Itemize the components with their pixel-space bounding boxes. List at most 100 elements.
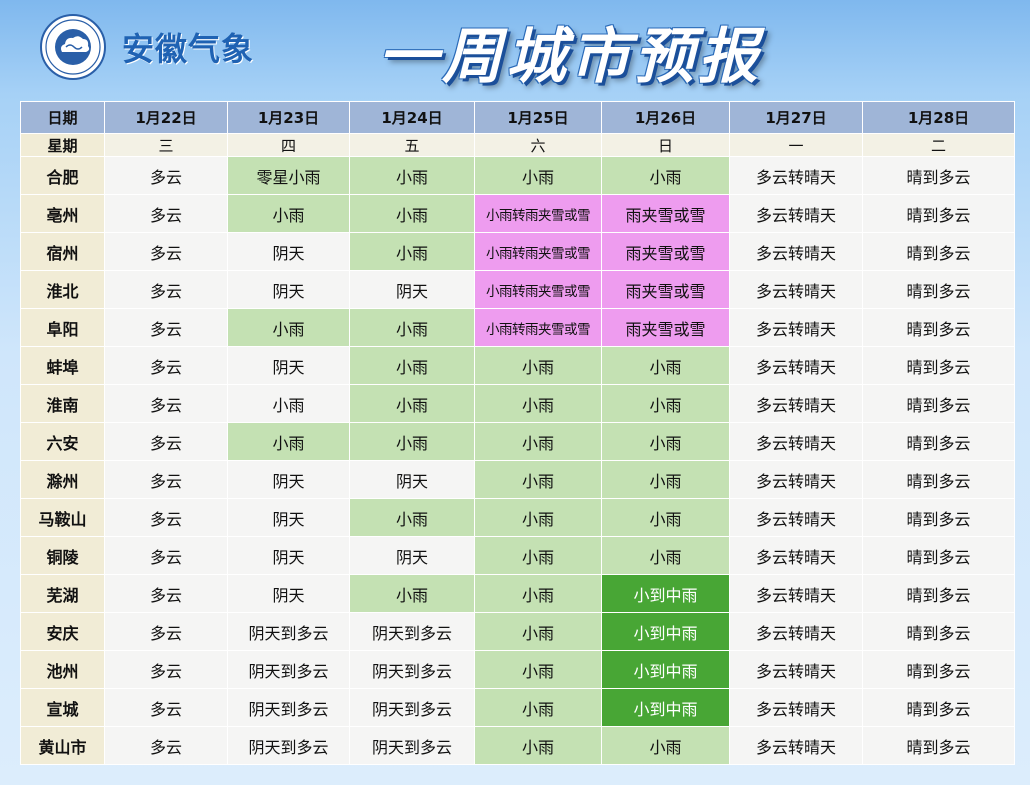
city-name: 黄山市 bbox=[20, 726, 105, 765]
forecast-cell: 小雨转雨夹雪或雪 bbox=[474, 194, 602, 233]
city-name: 铜陵 bbox=[20, 536, 105, 575]
forecast-cell: 小雨 bbox=[601, 460, 730, 499]
forecast-cell: 小雨 bbox=[474, 498, 602, 537]
forecast-cell: 多云转晴天 bbox=[729, 308, 863, 347]
page-title: 一周城市预报 bbox=[378, 22, 762, 92]
city-name: 马鞍山 bbox=[20, 498, 105, 537]
forecast-cell: 小到中雨 bbox=[601, 650, 730, 689]
forecast-cell: 晴到多云 bbox=[862, 194, 1015, 233]
forecast-cell: 多云 bbox=[104, 270, 228, 309]
date-cell: 1月25日 bbox=[474, 101, 602, 134]
forecast-cell: 阴天 bbox=[227, 232, 350, 271]
forecast-cell: 多云转晴天 bbox=[729, 688, 863, 727]
forecast-cell: 多云转晴天 bbox=[729, 232, 863, 271]
forecast-cell: 多云 bbox=[104, 650, 228, 689]
forecast-cell: 小雨 bbox=[601, 498, 730, 537]
forecast-cell: 多云 bbox=[104, 422, 228, 461]
forecast-cell: 晴到多云 bbox=[862, 574, 1015, 613]
forecast-cell: 小雨 bbox=[349, 194, 475, 233]
forecast-cell: 小雨 bbox=[349, 384, 475, 423]
forecast-cell: 小雨 bbox=[474, 612, 602, 651]
date-cell: 1月24日 bbox=[349, 101, 475, 134]
city-name: 滁州 bbox=[20, 460, 105, 499]
forecast-cell: 小雨 bbox=[349, 308, 475, 347]
forecast-cell: 晴到多云 bbox=[862, 156, 1015, 195]
weekday-cell: 三 bbox=[104, 133, 228, 157]
forecast-cell: 多云转晴天 bbox=[729, 156, 863, 195]
forecast-cell: 小雨 bbox=[601, 726, 730, 765]
forecast-cell: 阴天到多云 bbox=[349, 612, 475, 651]
forecast-cell: 晴到多云 bbox=[862, 498, 1015, 537]
forecast-cell: 晴到多云 bbox=[862, 346, 1015, 385]
weekday-label: 星期 bbox=[20, 133, 105, 157]
forecast-cell: 阴天 bbox=[349, 270, 475, 309]
forecast-cell: 小雨 bbox=[227, 384, 350, 423]
forecast-cell: 小雨 bbox=[227, 422, 350, 461]
city-name: 六安 bbox=[20, 422, 105, 461]
forecast-cell: 多云 bbox=[104, 308, 228, 347]
forecast-cell: 阴天到多云 bbox=[227, 612, 350, 651]
forecast-cell: 多云转晴天 bbox=[729, 194, 863, 233]
table-row: 淮南 多云 小雨 小雨 小雨 小雨 多云转晴天 晴到多云 bbox=[20, 384, 1015, 423]
forecast-cell: 小雨 bbox=[474, 384, 602, 423]
weekday-cell: 六 bbox=[474, 133, 602, 157]
forecast-cell: 多云转晴天 bbox=[729, 612, 863, 651]
forecast-cell: 雨夹雪或雪 bbox=[601, 270, 730, 309]
forecast-cell: 阴天 bbox=[227, 270, 350, 309]
city-name: 合肥 bbox=[20, 156, 105, 195]
forecast-cell: 小雨 bbox=[601, 156, 730, 195]
forecast-cell: 阴天 bbox=[227, 536, 350, 575]
weekday-cell: 五 bbox=[349, 133, 475, 157]
forecast-cell: 多云 bbox=[104, 384, 228, 423]
forecast-cell: 小雨 bbox=[474, 574, 602, 613]
table-row: 蚌埠 多云 阴天 小雨 小雨 小雨 多云转晴天 晴到多云 bbox=[20, 346, 1015, 385]
forecast-cell: 多云转晴天 bbox=[729, 422, 863, 461]
forecast-cell: 多云 bbox=[104, 536, 228, 575]
forecast-cell: 小雨 bbox=[601, 536, 730, 575]
weekday-cell: 四 bbox=[227, 133, 350, 157]
table-row: 六安 多云 小雨 小雨 小雨 小雨 多云转晴天 晴到多云 bbox=[20, 422, 1015, 461]
forecast-cell: 小雨 bbox=[349, 574, 475, 613]
forecast-table: 日期 1月22日 1月23日 1月24日 1月25日 1月26日 1月27日 1… bbox=[20, 101, 1015, 765]
table-row: 宿州 多云 阴天 小雨 小雨转雨夹雪或雪 雨夹雪或雪 多云转晴天 晴到多云 bbox=[20, 232, 1015, 271]
forecast-cell: 雨夹雪或雪 bbox=[601, 232, 730, 271]
forecast-cell: 晴到多云 bbox=[862, 308, 1015, 347]
forecast-cell: 小雨 bbox=[349, 346, 475, 385]
forecast-cell: 晴到多云 bbox=[862, 726, 1015, 765]
forecast-cell: 多云 bbox=[104, 688, 228, 727]
table-row: 合肥 多云 零星小雨 小雨 小雨 小雨 多云转晴天 晴到多云 bbox=[20, 156, 1015, 195]
table-row: 滁州 多云 阴天 阴天 小雨 小雨 多云转晴天 晴到多云 bbox=[20, 460, 1015, 499]
city-name: 淮北 bbox=[20, 270, 105, 309]
forecast-cell: 晴到多云 bbox=[862, 422, 1015, 461]
forecast-cell: 阴天到多云 bbox=[349, 650, 475, 689]
forecast-cell: 小雨 bbox=[227, 308, 350, 347]
forecast-cell: 小雨 bbox=[474, 422, 602, 461]
forecast-cell: 小到中雨 bbox=[601, 574, 730, 613]
date-cell: 1月22日 bbox=[104, 101, 228, 134]
table-row: 阜阳 多云 小雨 小雨 小雨转雨夹雪或雪 雨夹雪或雪 多云转晴天 晴到多云 bbox=[20, 308, 1015, 347]
forecast-cell: 晴到多云 bbox=[862, 460, 1015, 499]
forecast-cell: 多云 bbox=[104, 726, 228, 765]
weekday-row: 星期 三 四 五 六 日 一 二 bbox=[20, 133, 1015, 157]
forecast-cell: 小雨 bbox=[474, 460, 602, 499]
table-row: 铜陵 多云 阴天 阴天 小雨 小雨 多云转晴天 晴到多云 bbox=[20, 536, 1015, 575]
forecast-cell: 多云 bbox=[104, 498, 228, 537]
forecast-cell: 多云 bbox=[104, 574, 228, 613]
table-row: 黄山市 多云 阴天到多云 阴天到多云 小雨 小雨 多云转晴天 晴到多云 bbox=[20, 726, 1015, 765]
weekday-cell: 日 bbox=[601, 133, 730, 157]
forecast-cell: 晴到多云 bbox=[862, 232, 1015, 271]
forecast-cell: 晴到多云 bbox=[862, 650, 1015, 689]
forecast-cell: 晴到多云 bbox=[862, 270, 1015, 309]
forecast-cell: 多云 bbox=[104, 346, 228, 385]
table-row: 芜湖 多云 阴天 小雨 小雨 小到中雨 多云转晴天 晴到多云 bbox=[20, 574, 1015, 613]
forecast-cell: 阴天到多云 bbox=[227, 688, 350, 727]
forecast-cell: 小雨转雨夹雪或雪 bbox=[474, 270, 602, 309]
header: 安徽气象 一周城市预报 bbox=[0, 0, 1030, 98]
forecast-cell: 多云 bbox=[104, 156, 228, 195]
date-cell: 1月26日 bbox=[601, 101, 730, 134]
forecast-cell: 多云转晴天 bbox=[729, 574, 863, 613]
forecast-cell: 多云转晴天 bbox=[729, 650, 863, 689]
forecast-cell: 多云 bbox=[104, 232, 228, 271]
city-name: 芜湖 bbox=[20, 574, 105, 613]
forecast-cell: 小雨 bbox=[474, 688, 602, 727]
